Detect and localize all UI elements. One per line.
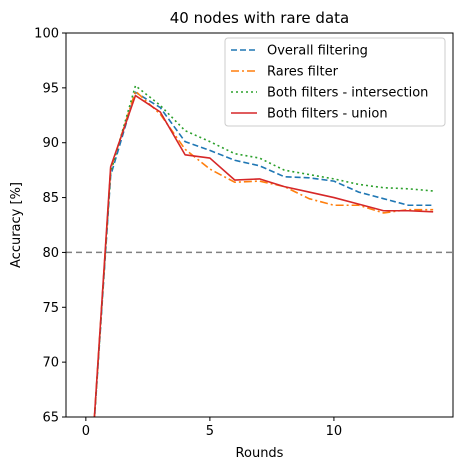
y-axis-label: Accuracy [%] [9, 182, 24, 268]
x-tick-label: 10 [326, 424, 343, 439]
x-tick-label: 5 [206, 424, 214, 439]
legend-label-3: Both filters - intersection [267, 86, 428, 101]
series-group [93, 84, 434, 417]
legend-box [224, 37, 446, 127]
legend: Overall filtering Rares filter Both filter… [224, 37, 446, 127]
x-axis-label: Rounds [236, 446, 284, 461]
series-line-1 [93, 91, 434, 417]
y-tick-label: 80 [42, 246, 59, 261]
series-line-3 [93, 84, 434, 417]
series-line-4 [93, 94, 434, 417]
y-tick-label: 75 [42, 301, 59, 316]
plot-area: 0 5 10 65 70 75 80 85 90 95 100 [34, 27, 454, 439]
legend-label-2: Rares filter [267, 65, 339, 80]
chart-title: 40 nodes with rare data [170, 9, 349, 27]
legend-label-1: Overall filtering [267, 44, 368, 59]
x-tick-label: 0 [82, 424, 90, 439]
legend-label-4: Both filters - union [267, 107, 388, 122]
axes-frame [65, 32, 454, 418]
y-tick-label: 85 [42, 191, 59, 206]
y-tick-label: 65 [42, 411, 59, 426]
y-tick-label: 100 [34, 27, 59, 42]
y-tick-label: 70 [42, 356, 59, 371]
y-tick-label: 90 [42, 136, 59, 151]
y-tick-label: 95 [42, 81, 59, 96]
series-line-2 [93, 90, 434, 417]
